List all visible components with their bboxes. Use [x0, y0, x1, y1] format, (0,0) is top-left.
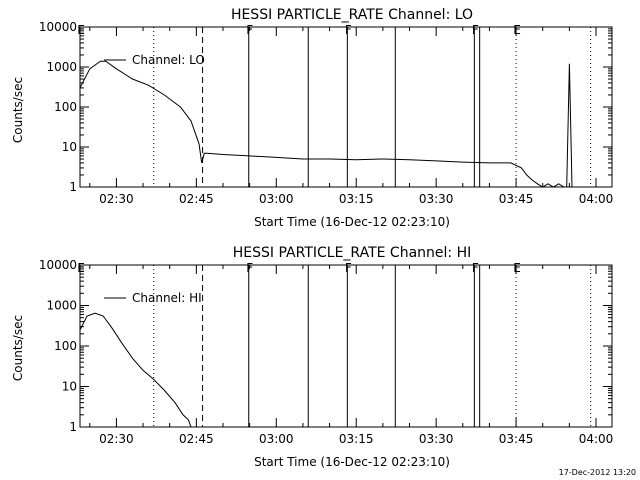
y-axis-label: Counts/sec: [11, 77, 25, 143]
x-tick-label: 03:00: [259, 432, 294, 446]
x-tick-label: 03:45: [499, 192, 534, 206]
x-tick-label: 03:00: [259, 192, 294, 206]
x-tick-label: 02:45: [179, 192, 214, 206]
y-tick-label: 10: [62, 380, 77, 394]
lo-channel-panel: HESSI PARTICLE_RATE Channel: LO Start Ti…: [11, 7, 613, 229]
x-axis-label: Start Time (16-Dec-12 02:23:10): [254, 215, 450, 229]
chart-title: HESSI PARTICLE_RATE Channel: HI: [233, 245, 471, 261]
y-tick-label: 1000: [46, 299, 77, 313]
event-marker-label: E: [513, 23, 521, 37]
legend-label: Channel: LO: [132, 53, 205, 67]
y-tick-label: 10000: [39, 258, 77, 272]
series-line: [79, 60, 594, 188]
event-marker-label: F: [472, 23, 479, 37]
series-line: [79, 312, 192, 428]
y-tick-label: 1: [69, 180, 77, 194]
legend-label: Channel: HI: [132, 291, 202, 305]
x-tick-label: 04:00: [579, 192, 614, 206]
event-marker-label: F: [246, 23, 253, 37]
x-tick-label: 02:45: [179, 432, 214, 446]
y-tick-label: 10000: [39, 20, 77, 34]
event-marker-label: F: [345, 261, 352, 275]
footer-timestamp: 17-Dec-2012 13:20: [559, 468, 636, 477]
x-tick-label: 02:30: [99, 192, 134, 206]
plot-frame: [79, 26, 613, 188]
y-tick-label: 10: [62, 140, 77, 154]
x-tick-label: 03:45: [499, 432, 534, 446]
event-marker-label: F: [345, 23, 352, 37]
event-marker-label: E: [513, 261, 521, 275]
x-tick-label: 03:15: [339, 432, 374, 446]
x-tick-label: 04:00: [579, 432, 614, 446]
x-tick-label: 02:30: [99, 432, 134, 446]
event-marker-label: E: [77, 23, 85, 37]
event-marker-label: E: [77, 261, 85, 275]
y-tick-label: 1: [69, 420, 77, 434]
y-axis-label: Counts/sec: [11, 315, 25, 381]
y-tick-label: 100: [54, 339, 77, 353]
y-tick-label: 1000: [46, 60, 77, 74]
x-tick-label: 03:15: [339, 192, 374, 206]
x-tick-label: 03:30: [419, 192, 454, 206]
hi-channel-panel: HESSI PARTICLE_RATE Channel: HI Start Ti…: [11, 245, 613, 469]
y-tick-label: 100: [54, 100, 77, 114]
event-marker-label: F: [472, 261, 479, 275]
event-marker-label: F: [246, 261, 253, 275]
x-tick-label: 03:30: [419, 432, 454, 446]
x-axis-label: Start Time (16-Dec-12 02:23:10): [254, 455, 450, 469]
chart-title: HESSI PARTICLE_RATE Channel: LO: [231, 7, 473, 23]
plot-frame: [79, 264, 613, 428]
